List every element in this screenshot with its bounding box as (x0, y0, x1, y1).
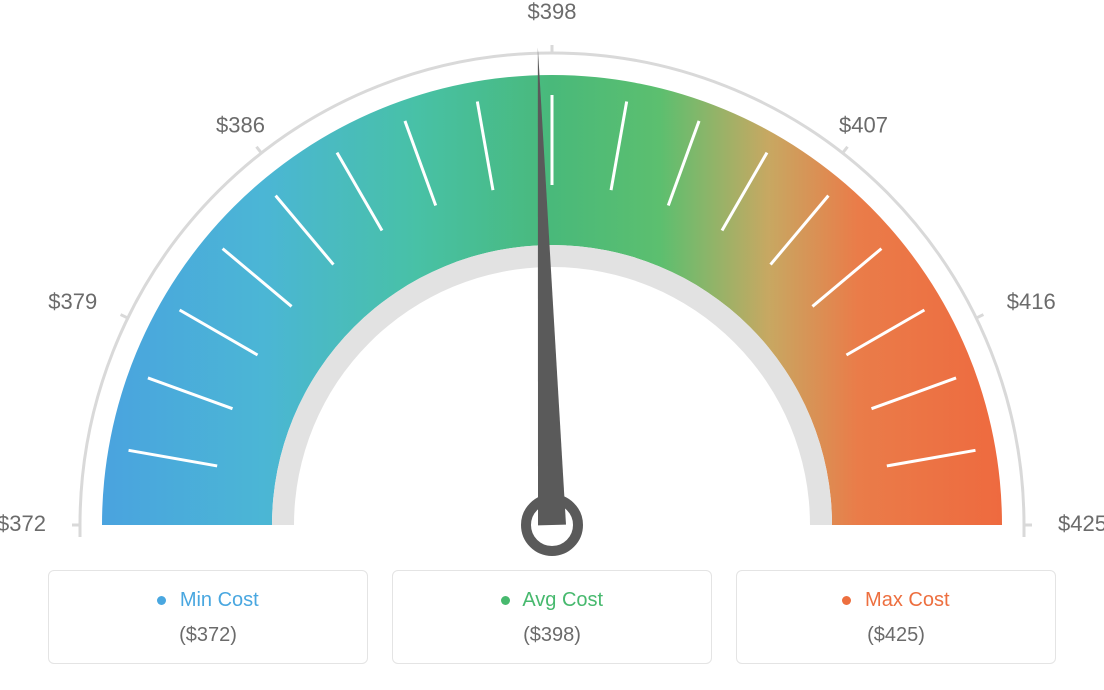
svg-text:$398: $398 (528, 0, 577, 24)
legend-row: Min Cost ($372) Avg Cost ($398) Max Cost… (0, 560, 1104, 664)
legend-label-text-max: Max Cost (865, 589, 949, 611)
legend-dot-max (842, 596, 851, 605)
legend-value-avg: ($398) (393, 624, 711, 647)
svg-text:$416: $416 (1007, 289, 1056, 314)
legend-label-text-min: Min Cost (180, 589, 259, 611)
gauge-container: $372 $379 $386 $398 $407 $416 $425 (0, 0, 1104, 560)
legend-label-min: Min Cost (49, 589, 367, 612)
legend-dot-min (157, 596, 166, 605)
svg-text:$379: $379 (48, 289, 97, 314)
gauge-chart: $372 $379 $386 $398 $407 $416 $425 (0, 0, 1104, 560)
legend-label-text-avg: Avg Cost (522, 589, 603, 611)
legend-value-min: ($372) (49, 624, 367, 647)
svg-text:$425: $425 (1058, 511, 1104, 536)
legend-card-avg: Avg Cost ($398) (392, 570, 712, 664)
svg-text:$407: $407 (839, 112, 888, 137)
svg-text:$372: $372 (0, 511, 46, 536)
legend-card-max: Max Cost ($425) (736, 570, 1056, 664)
legend-dot-avg (501, 596, 510, 605)
legend-card-min: Min Cost ($372) (48, 570, 368, 664)
legend-label-avg: Avg Cost (393, 589, 711, 612)
svg-text:$386: $386 (216, 112, 265, 137)
legend-value-max: ($425) (737, 624, 1055, 647)
legend-label-max: Max Cost (737, 589, 1055, 612)
